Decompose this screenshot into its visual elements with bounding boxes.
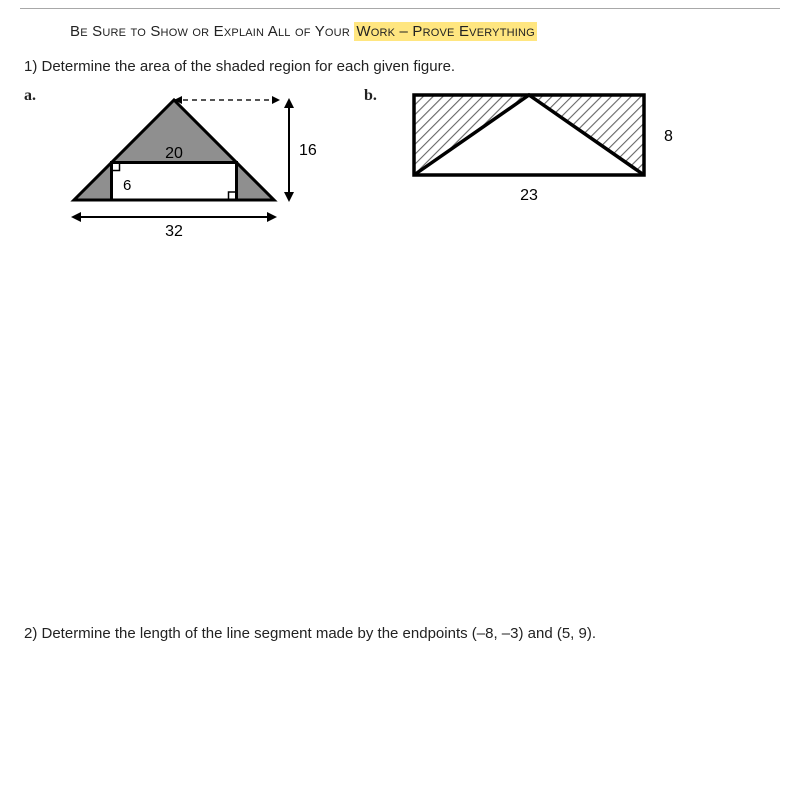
question-2: 2) Determine the length of the line segm… [20,625,780,642]
figure-a: 20 6 32 16 [54,85,344,255]
figure-b-svg: 23 8 [404,85,704,235]
rect-w-label: 20 [165,145,183,162]
top-rule [20,8,780,9]
question-1: 1) Determine the area of the shaded regi… [20,58,780,75]
part-b-label: b. [344,85,404,105]
b-width-label: 23 [520,187,538,204]
title-plain: Be Sure to Show or Explain All of Your [70,23,354,40]
height-label: 16 [299,142,317,159]
figure-a-svg: 20 6 32 16 [54,85,344,255]
title-highlight: Work – Prove Everything [354,22,537,41]
b-height-label: 8 [664,128,673,145]
figures-row: a. [20,85,780,255]
part-a-label: a. [24,85,54,105]
figure-b: 23 8 [404,85,704,235]
worksheet-page: Be Sure to Show or Explain All of Your W… [0,8,800,812]
base-label: 32 [165,223,183,240]
rect-h-label: 6 [123,177,131,194]
worksheet-title: Be Sure to Show or Explain All of Your W… [20,23,780,40]
